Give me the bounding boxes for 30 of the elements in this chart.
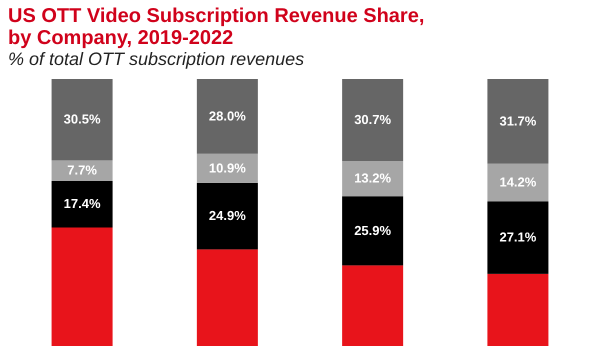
bar — [52, 79, 113, 160]
bar — [487, 202, 548, 274]
bar — [196, 249, 258, 346]
data-label: 31.7% — [499, 113, 537, 128]
bar — [52, 180, 113, 228]
data-label: 28.0% — [208, 108, 246, 124]
data-label: 30.7% — [354, 112, 392, 127]
bar — [487, 164, 548, 202]
bar — [342, 160, 404, 196]
bar — [52, 227, 113, 346]
bar — [196, 79, 258, 154]
bar — [52, 160, 113, 181]
data-label: 7.7% — [67, 162, 98, 178]
data-label: 27.1% — [499, 230, 537, 245]
chart-subtitle: % of total OTT subscription revenues — [8, 49, 304, 69]
bar — [196, 182, 258, 250]
bar — [487, 79, 548, 164]
data-label: 25.9% — [354, 222, 392, 238]
bar — [487, 274, 548, 346]
data-label: 24.9% — [208, 208, 246, 224]
bar — [342, 196, 404, 266]
data-label: 17.4% — [64, 196, 101, 212]
text: US OTT Video Subscription Revenue Share, — [8, 5, 424, 27]
bar — [342, 79, 404, 161]
text: by Company, 2019-2022 — [8, 27, 234, 49]
bar — [342, 265, 404, 346]
data-label: 13.2% — [354, 170, 392, 186]
data-label: 30.5% — [64, 112, 101, 127]
data-label: 14.2% — [499, 174, 537, 190]
data-label: 10.9% — [208, 160, 246, 176]
